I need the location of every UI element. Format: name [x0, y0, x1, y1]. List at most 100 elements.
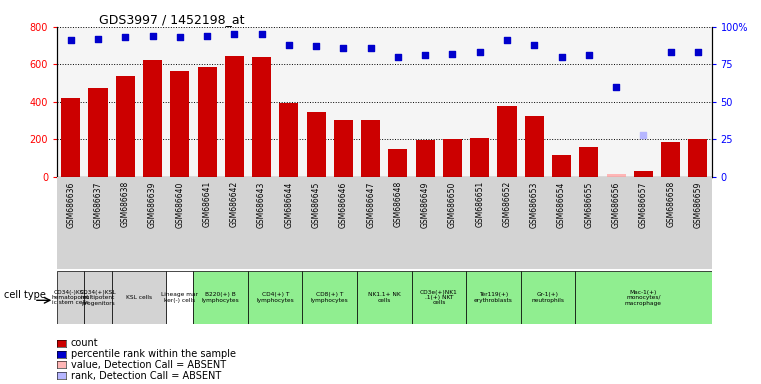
Bar	[416, 140, 435, 177]
Bar	[198, 67, 217, 177]
Text: GSM686657: GSM686657	[639, 181, 648, 228]
Text: GSM686653: GSM686653	[530, 181, 539, 228]
Bar	[334, 119, 353, 177]
Bar	[552, 155, 571, 177]
Text: NK1.1+ NK
cells: NK1.1+ NK cells	[368, 292, 401, 303]
Text: GSM686638: GSM686638	[121, 181, 129, 227]
Point	[419, 52, 431, 58]
Text: count: count	[71, 338, 98, 348]
Bar	[193, 271, 248, 324]
Text: CD8(+) T
lymphocytes: CD8(+) T lymphocytes	[311, 292, 349, 303]
Point	[201, 33, 213, 39]
Bar	[279, 103, 298, 177]
Bar	[466, 271, 521, 324]
Bar	[388, 149, 407, 177]
Text: GSM686650: GSM686650	[448, 181, 457, 228]
Text: GSM686645: GSM686645	[312, 181, 320, 228]
Point	[583, 52, 595, 58]
Text: GSM686656: GSM686656	[612, 181, 620, 228]
Bar	[143, 60, 162, 177]
Bar	[224, 56, 244, 177]
Text: GSM686658: GSM686658	[666, 181, 675, 227]
Bar	[525, 116, 544, 177]
Point	[174, 34, 186, 40]
Text: GSM686642: GSM686642	[230, 181, 239, 227]
Text: cell type: cell type	[4, 290, 46, 300]
Bar	[170, 71, 189, 177]
Text: GSM686659: GSM686659	[693, 181, 702, 228]
Bar	[88, 88, 107, 177]
Point	[283, 42, 295, 48]
Point	[310, 43, 322, 50]
Text: rank, Detection Call = ABSENT: rank, Detection Call = ABSENT	[71, 371, 221, 381]
Text: KSL cells: KSL cells	[126, 295, 152, 300]
Text: GSM686643: GSM686643	[257, 181, 266, 228]
Bar	[443, 139, 462, 177]
Bar	[498, 106, 517, 177]
Point	[65, 37, 77, 43]
Text: CD34(+)KSL
multipotent
progenitors: CD34(+)KSL multipotent progenitors	[80, 290, 116, 306]
Text: Ter119(+)
erythroblasts: Ter119(+) erythroblasts	[474, 292, 513, 303]
Bar	[661, 142, 680, 177]
Text: GSM686654: GSM686654	[557, 181, 566, 228]
Text: GSM686647: GSM686647	[366, 181, 375, 228]
Point	[664, 49, 677, 55]
Text: Gr-1(+)
neutrophils: Gr-1(+) neutrophils	[531, 292, 565, 303]
Point	[473, 49, 486, 55]
Bar	[166, 271, 193, 324]
Text: percentile rank within the sample: percentile rank within the sample	[71, 349, 236, 359]
Point	[146, 33, 158, 39]
Bar	[84, 271, 112, 324]
Point	[337, 45, 349, 51]
Bar	[252, 57, 271, 177]
Text: Mac-1(+)
monocytes/
macrophage: Mac-1(+) monocytes/ macrophage	[625, 290, 662, 306]
Point	[119, 34, 132, 40]
Bar	[470, 138, 489, 177]
Bar	[607, 174, 626, 177]
Text: GSM686637: GSM686637	[94, 181, 103, 228]
Bar	[575, 271, 712, 324]
Text: value, Detection Call = ABSENT: value, Detection Call = ABSENT	[71, 360, 226, 370]
Point	[556, 54, 568, 60]
Bar	[112, 271, 166, 324]
Text: GSM686651: GSM686651	[476, 181, 484, 227]
Point	[92, 36, 104, 42]
Text: B220(+) B
lymphocytes: B220(+) B lymphocytes	[202, 292, 240, 303]
Text: GSM686646: GSM686646	[339, 181, 348, 228]
Point	[365, 45, 377, 51]
Bar	[361, 121, 380, 177]
Text: GSM686649: GSM686649	[421, 181, 430, 228]
Text: CD3e(+)NK1
.1(+) NKT
cells: CD3e(+)NK1 .1(+) NKT cells	[420, 290, 457, 306]
Bar	[307, 112, 326, 177]
Point	[692, 49, 704, 55]
Text: GSM686640: GSM686640	[175, 181, 184, 228]
Text: GSM686648: GSM686648	[393, 181, 403, 227]
Bar	[412, 271, 466, 324]
Bar	[116, 76, 135, 177]
Point	[637, 132, 649, 138]
Text: Lineage mar
ker(-) cells: Lineage mar ker(-) cells	[161, 292, 199, 303]
Text: GSM686641: GSM686641	[202, 181, 212, 227]
Bar	[61, 98, 80, 177]
Bar	[634, 171, 653, 177]
Point	[528, 42, 540, 48]
Text: CD34(-)KSL
hematopoiet
ic stem cells: CD34(-)KSL hematopoiet ic stem cells	[52, 290, 90, 306]
Bar	[521, 271, 575, 324]
Text: GSM686655: GSM686655	[584, 181, 594, 228]
Text: GSM686644: GSM686644	[285, 181, 293, 228]
Text: CD4(+) T
lymphocytes: CD4(+) T lymphocytes	[256, 292, 294, 303]
Point	[501, 37, 513, 43]
Bar	[579, 147, 598, 177]
Text: GSM686652: GSM686652	[502, 181, 511, 227]
Bar	[689, 139, 708, 177]
Point	[447, 51, 459, 57]
Text: GSM686636: GSM686636	[66, 181, 75, 228]
Point	[610, 84, 622, 90]
Text: GDS3997 / 1452198_at: GDS3997 / 1452198_at	[99, 13, 244, 26]
Bar	[57, 271, 84, 324]
Bar	[248, 271, 303, 324]
Bar	[303, 271, 357, 324]
Bar	[357, 271, 412, 324]
Text: GSM686639: GSM686639	[148, 181, 157, 228]
Point	[228, 31, 240, 38]
